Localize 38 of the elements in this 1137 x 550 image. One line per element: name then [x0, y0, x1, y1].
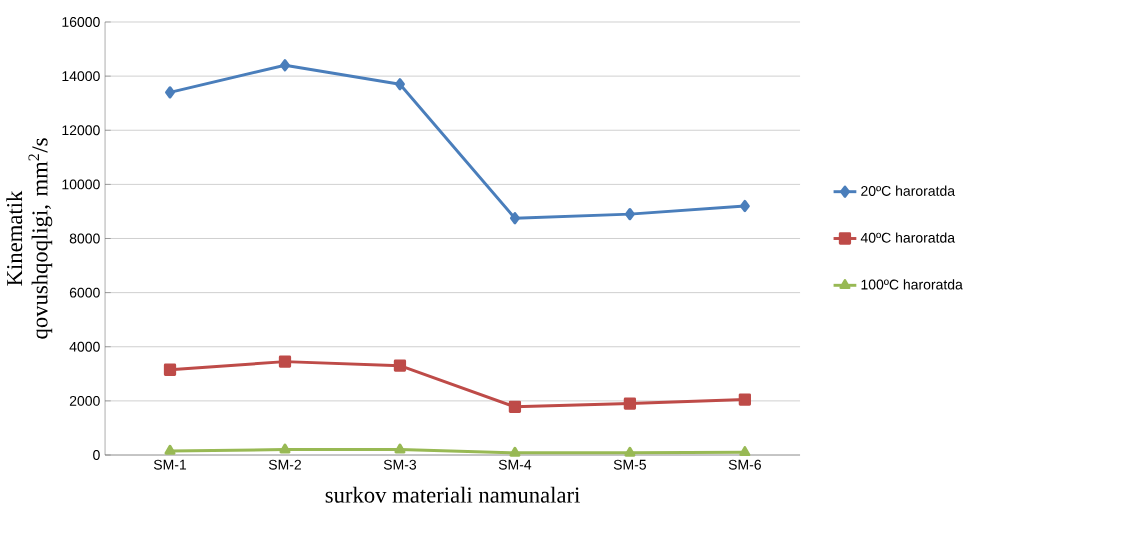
- y-tick-label: 0: [93, 450, 100, 460]
- point: [623, 397, 637, 410]
- y-tick-label: 8000: [69, 233, 100, 244]
- point: [393, 359, 407, 372]
- point: [165, 86, 175, 99]
- y-tick-label: 4000: [69, 341, 100, 352]
- point: [394, 78, 405, 91]
- y-tick-label: 16000: [62, 17, 100, 27]
- point: [739, 199, 750, 213]
- point: [509, 446, 521, 457]
- point: [164, 444, 176, 455]
- point: [163, 363, 177, 376]
- x-tick-label: SM-3: [383, 459, 417, 470]
- y-tick-label: 6000: [69, 287, 100, 298]
- x-axis-title: surkov materiali namunalari: [325, 486, 580, 503]
- point: [280, 59, 290, 72]
- point: [624, 208, 635, 221]
- x-tick-label: SM-5: [613, 459, 647, 470]
- point: [739, 446, 751, 457]
- point: [624, 446, 636, 457]
- y-tick-label: 14000: [62, 71, 100, 82]
- y-tick-label: 12000: [62, 125, 100, 136]
- point: [394, 443, 406, 454]
- point: [738, 393, 751, 406]
- point: [278, 355, 292, 368]
- y-axis-title: Kinematik qovushqoqligi, mm$^{2}$/s: [6, 138, 53, 339]
- x-tick-label: SM-4: [498, 459, 532, 470]
- y-tick-label: 2000: [69, 395, 100, 406]
- point: [279, 443, 291, 454]
- legend-label: 40ºC haroratda: [860, 232, 956, 243]
- x-tick-label: SM-2: [268, 459, 301, 470]
- y-tick-label: 10000: [62, 179, 100, 190]
- point: [508, 400, 522, 413]
- legend-label: 20ºC haroratda: [861, 185, 956, 196]
- x-tick-label: SM-6: [728, 459, 761, 470]
- legend-label: 100ºC haroratda: [861, 279, 963, 290]
- x-tick-label: SM-1: [153, 459, 187, 470]
- point: [509, 212, 520, 225]
